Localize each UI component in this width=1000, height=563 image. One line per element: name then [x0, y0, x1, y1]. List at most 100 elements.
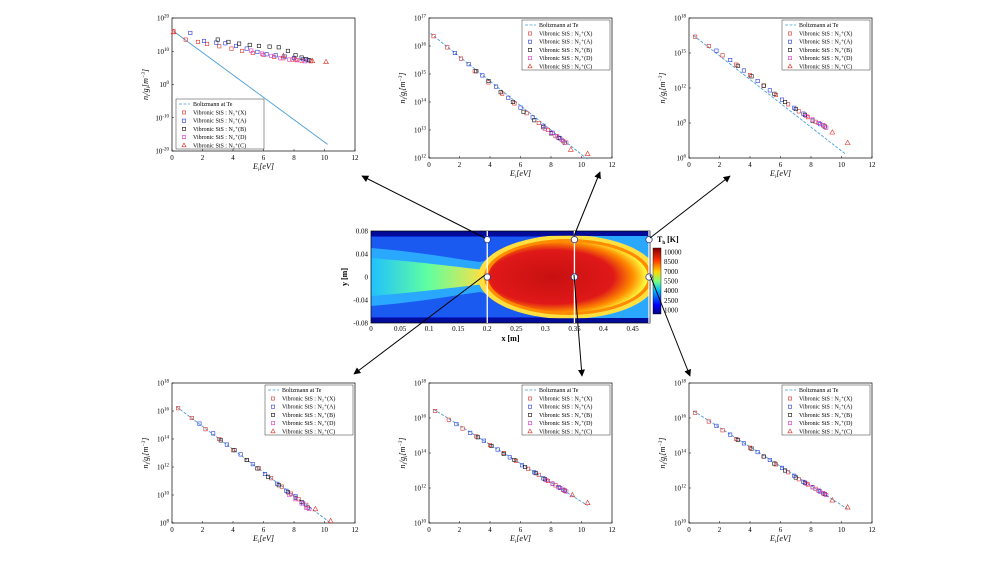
- point-A: [714, 48, 719, 53]
- point-A: [452, 50, 457, 55]
- y-tick-label: 1012: [414, 485, 427, 493]
- point-X: [693, 34, 698, 39]
- point-A: [755, 450, 760, 455]
- heatmap-x-tick: 0.2: [483, 325, 492, 333]
- point-A: [202, 38, 207, 43]
- legend-label-D: Vibronic StS : N₂⁺(D): [193, 134, 246, 141]
- point-A: [767, 88, 772, 93]
- point-B: [215, 37, 220, 42]
- point-B: [735, 63, 740, 68]
- y-tick-label: 1012: [674, 85, 687, 93]
- heatmap-y-tick: -0.04: [353, 297, 368, 305]
- x-tick-label: 0: [170, 526, 174, 534]
- y-tick-label: 1017: [414, 15, 427, 23]
- legend-label-B: Vibronic StS : N₂⁺(B): [539, 47, 592, 54]
- point-C: [280, 52, 287, 59]
- point-B: [533, 471, 538, 476]
- x-tick-label: 2: [201, 154, 205, 162]
- legend-label-A: Vibronic StS : N₂⁺(A): [282, 404, 335, 411]
- point-A: [238, 452, 243, 457]
- legend-label-X: Vibronic StS : N₂⁺(X): [539, 31, 592, 38]
- point-D: [564, 140, 569, 145]
- arrow-to-bottom-middle: [573, 274, 585, 377]
- x-tick-label: 10: [321, 154, 329, 162]
- point-A: [518, 105, 523, 110]
- x-tick-label: 0: [427, 161, 431, 169]
- legend-label-C: Vibronic StS : N₂⁺(C): [282, 428, 335, 435]
- legend-marker: [527, 63, 533, 69]
- legend-box: [781, 19, 871, 71]
- heatmap-x-tick: 0.3: [541, 325, 550, 333]
- point-X: [536, 121, 541, 126]
- point-A: [224, 442, 229, 447]
- point-C: [584, 150, 591, 156]
- legend-label-X: Vibronic StS : N₂⁺(X): [799, 31, 852, 38]
- point-A: [234, 43, 239, 48]
- y-tick-label: 1016: [674, 415, 687, 423]
- probe-point[interactable]: [570, 236, 579, 244]
- x-tick-label: 6: [262, 526, 266, 534]
- heatmap-x-tick: 0.45: [626, 325, 639, 333]
- probe-point[interactable]: [483, 236, 491, 244]
- x-tick-label: 2: [458, 161, 462, 169]
- legend-marker: [788, 39, 792, 44]
- point-A: [714, 423, 719, 428]
- colorbar-tick-label: 7000: [664, 268, 679, 276]
- point-X: [240, 48, 245, 53]
- y-axis-label: ni/gi[m−3]: [141, 438, 152, 469]
- point-X: [279, 484, 284, 489]
- legend-label-boltzmann: Boltzmann at Te: [799, 23, 839, 29]
- legend-box: [521, 19, 611, 71]
- y-tick-label: 1015: [674, 50, 687, 58]
- point-B: [735, 437, 740, 442]
- legend-label-C: Vibronic StS : N₂⁺(C): [799, 428, 852, 435]
- point-D: [816, 488, 821, 493]
- point-B: [226, 39, 231, 44]
- y-tick-label: 1012: [157, 464, 170, 472]
- point-A: [468, 430, 473, 435]
- point-B: [772, 461, 777, 466]
- point-D: [302, 59, 307, 64]
- point-D: [259, 51, 264, 56]
- point-D: [278, 56, 283, 61]
- y-tick-label: 109: [677, 120, 687, 128]
- y-tick-label: 1010: [674, 520, 687, 528]
- point-B: [501, 451, 506, 456]
- arrow-to-top-middle: [573, 171, 601, 237]
- probe-point[interactable]: [483, 273, 491, 281]
- legend-box: [781, 384, 871, 436]
- heatmap-x-tick: 0.4: [599, 325, 608, 333]
- x-tick-label: 4: [488, 161, 492, 169]
- x-tick-label: 12: [352, 154, 360, 162]
- colorbar-tick-label: 8500: [664, 258, 679, 266]
- point-B: [276, 45, 281, 50]
- x-axis-label: Ei[eV]: [252, 534, 274, 545]
- point-B: [783, 100, 788, 105]
- point-D: [269, 53, 274, 58]
- point-B: [793, 475, 798, 480]
- point-D: [555, 134, 560, 139]
- y-tick-label: 1010: [414, 520, 427, 528]
- point-A: [495, 447, 500, 452]
- point-B: [299, 55, 304, 60]
- x-tick-label: 2: [718, 526, 722, 534]
- legend-label-C: Vibronic StS : N₂⁺(C): [539, 63, 592, 70]
- x-tick-label: 10: [838, 526, 846, 534]
- boltzmann-line: [693, 410, 848, 510]
- point-D: [299, 501, 304, 506]
- x-tick-label: 8: [549, 161, 553, 169]
- point-X: [176, 406, 181, 411]
- legend-label-B: Vibronic StS : N₂⁺(B): [799, 412, 852, 419]
- legend-label-D: Vibronic StS : N₂⁺(D): [282, 420, 335, 427]
- y-tick-label: 1018: [414, 380, 427, 388]
- point-X: [183, 37, 188, 42]
- point-D: [804, 114, 809, 119]
- x-tick-label: 10: [321, 526, 329, 534]
- legend-label-D: Vibronic StS : N₂⁺(D): [539, 420, 592, 427]
- legend-label-X: Vibronic StS : N₂⁺(X): [799, 396, 852, 403]
- point-X: [217, 44, 222, 49]
- point-A: [264, 52, 269, 57]
